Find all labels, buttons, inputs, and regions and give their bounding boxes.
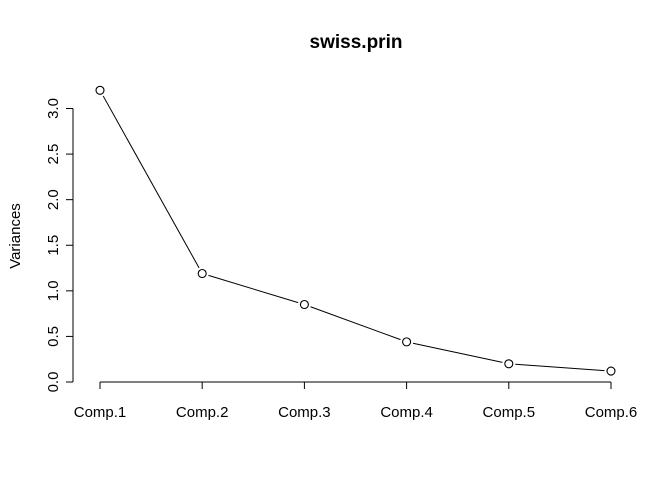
y-axis-label: Variances [7, 203, 24, 269]
x-tick-label: Comp.5 [483, 404, 536, 421]
data-point [402, 337, 412, 347]
x-axis-ticks: Comp.1 Comp.2 Comp.3 Comp.4 Comp.5 Comp.6 [74, 382, 638, 421]
y-tick-label: 0.5 [45, 326, 62, 347]
x-tick-label: Comp.3 [278, 404, 331, 421]
data-point [504, 359, 514, 369]
y-tick-label: 1.5 [45, 235, 62, 256]
chart-title: swiss.prin [310, 32, 403, 53]
x-tick-label: Comp.1 [74, 404, 127, 421]
y-tick-label: 0.0 [45, 372, 62, 393]
data-point [299, 299, 309, 310]
y-tick-label: 1.0 [45, 280, 62, 301]
series-segment [310, 306, 401, 341]
series-segment [102, 95, 200, 269]
y-axis-ticks: 0.0 0.5 1.0 1.5 2.0 2.5 3.0 [45, 98, 73, 392]
data-point [606, 366, 616, 376]
series-segment [412, 342, 503, 363]
y-tick-label: 3.0 [45, 98, 62, 119]
variance-series [95, 85, 616, 376]
y-tick-label: 2.0 [45, 189, 62, 210]
data-point [95, 85, 105, 95]
series-segment [515, 363, 605, 372]
series-segment [208, 274, 299, 304]
y-tick-label: 2.5 [45, 144, 62, 165]
x-tick-label: Comp.4 [380, 404, 433, 421]
x-tick-label: Comp.6 [585, 404, 638, 421]
x-tick-label: Comp.2 [176, 404, 229, 421]
data-point [197, 268, 207, 279]
